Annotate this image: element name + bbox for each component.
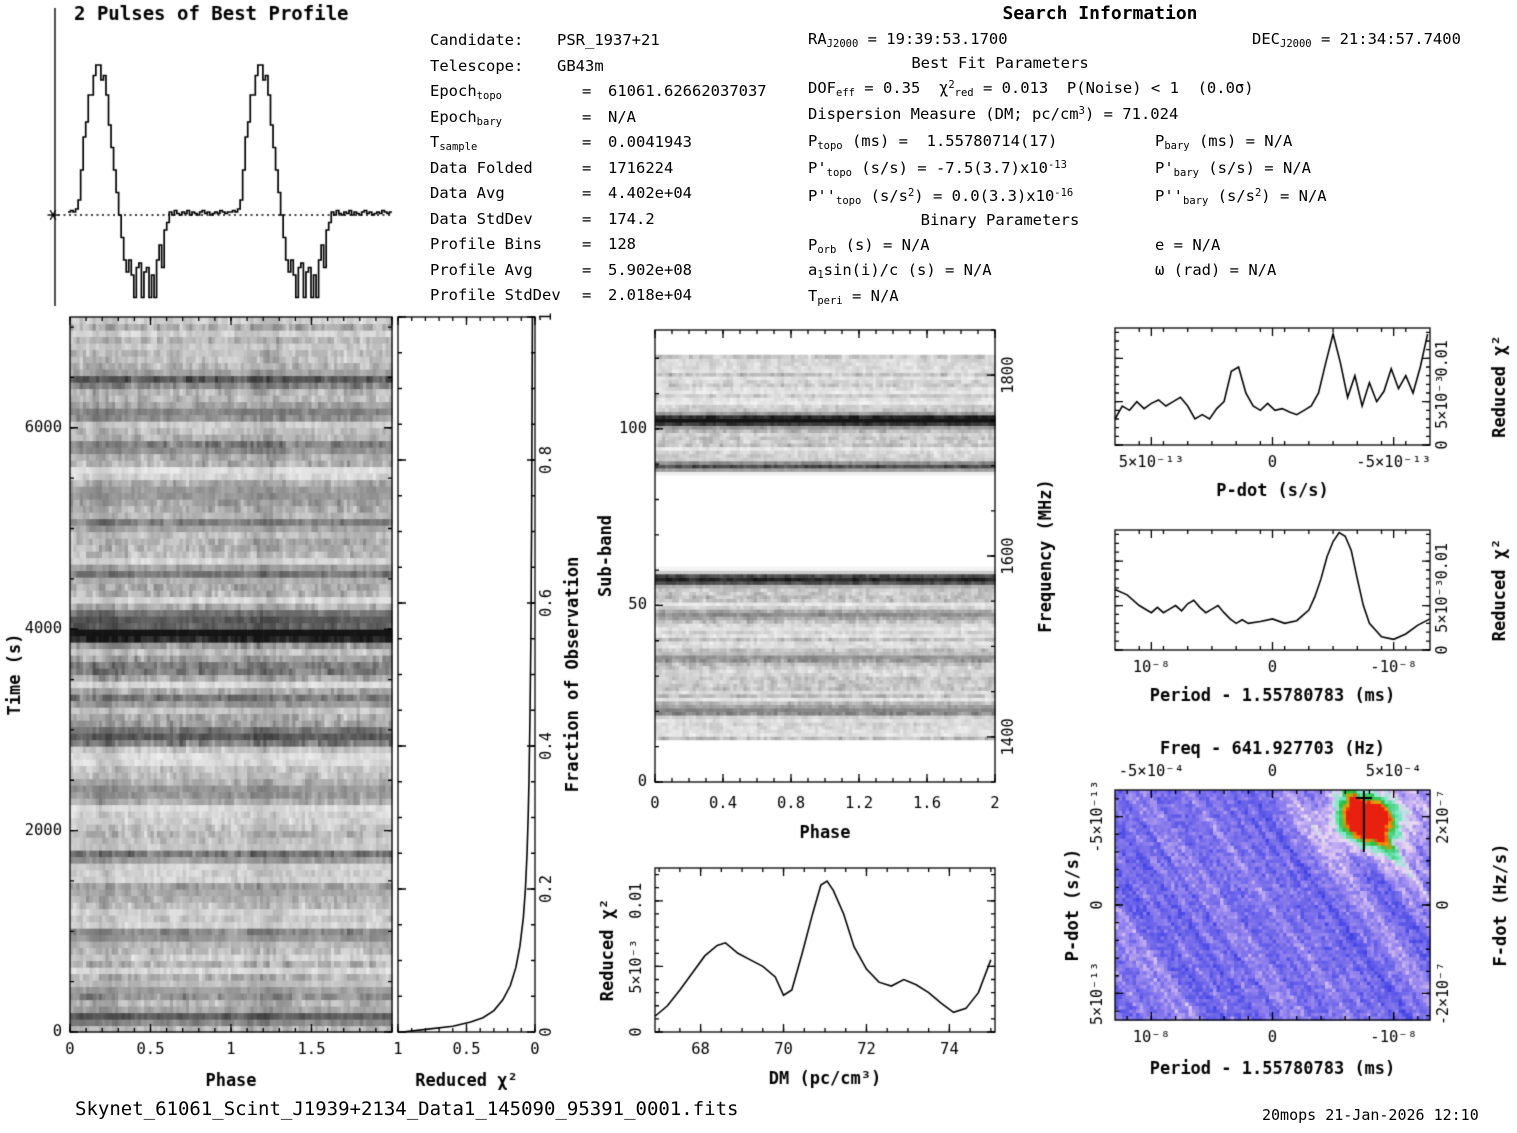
field-value: 1716224 <box>608 158 674 177</box>
dof-line: DOFeff = 0.35 χ2red = 0.013 P(Noise) < 1… <box>808 79 1254 99</box>
field-label: Profile Avg <box>430 260 533 279</box>
candidate-row: Epochbary = N/A <box>430 107 636 128</box>
field-label: Profile StdDev <box>430 286 561 304</box>
candidate-row: Profile StdDev = 2.018e+04 <box>430 286 692 304</box>
p-bary: Pbary (ms) = N/A <box>1155 132 1293 152</box>
field-value: N/A <box>608 107 636 126</box>
dec-value: DECJ2000 = 21:34:57.7400 <box>1252 30 1461 50</box>
subband-phase-chart <box>585 315 1065 855</box>
field-value: 61061.62662037037 <box>608 82 767 100</box>
field-value: 5.902e+08 <box>608 260 692 279</box>
candidate-row: Tsample = 0.0041943 <box>430 133 692 153</box>
asini: a1sin(i)/c (s) = N/A <box>808 261 992 281</box>
field-label: Tsample <box>430 133 478 153</box>
timestamp: 20mops 21-Jan-2026 12:10 <box>1262 1106 1479 1124</box>
time-phase-chi2-chart <box>0 313 590 1113</box>
field-label: Data Folded <box>430 158 533 177</box>
filename: Skynet_61061_Scint_J1939+2134_Data1_1450… <box>75 1098 739 1120</box>
pulse-profile-chart <box>20 0 440 312</box>
field-value: 0.0041943 <box>608 133 692 151</box>
eccentricity: e = N/A <box>1155 236 1221 254</box>
ra-value: RAJ2000 = 19:39:53.1700 <box>808 30 1008 50</box>
t-peri: Tperi = N/A <box>808 287 899 307</box>
field-label: Epochbary <box>430 107 502 128</box>
candidate-row: Data StdDev = 174.2 <box>430 209 655 228</box>
candidate-row: Telescope: GB43m <box>430 57 767 83</box>
candidate-row: Profile Avg = 5.902e+08 <box>430 260 692 279</box>
p-orb: Porb (s) = N/A <box>808 236 930 256</box>
dm-line: Dispersion Measure (DM; pc/cm3) = 71.024 <box>808 105 1179 123</box>
dm-chi2-chart <box>585 852 1065 1102</box>
search-info: Search Information RAJ2000 = 19:39:53.17… <box>0 0 1517 320</box>
field-value: PSR_1937+21 <box>557 31 660 49</box>
pddot-topo: P''topo (s/s2) = 0.0(3.3)x10-16 <box>808 187 1074 207</box>
candidate-row: Epochtopo = 61061.62662037037 <box>430 82 767 102</box>
pdot-chi2-chart <box>1060 316 1517 512</box>
field-label: Data StdDev <box>430 209 533 228</box>
field-label: Telescope: <box>430 56 524 75</box>
field-value: 128 <box>608 235 636 253</box>
field-label: Profile Bins <box>430 235 542 253</box>
candidate-row: Data Avg = 4.402e+04 <box>430 184 692 202</box>
omega: ω (rad) = N/A <box>1155 261 1277 279</box>
binary-header: Binary Parameters <box>920 211 1080 229</box>
pdot-period-heatmap <box>1060 710 1517 1133</box>
candidate-info: Candidate: PSR_1937+21 Telescope: GB43m Ep… <box>430 31 767 312</box>
field-label: Epochtopo <box>430 82 502 102</box>
search-title: Search Information <box>1002 3 1198 24</box>
field-label: Candidate: <box>430 31 524 49</box>
field-value: 4.402e+04 <box>608 184 692 202</box>
pdot-topo: P'topo (s/s) = -7.5(3.7)x10-13 <box>808 159 1067 179</box>
field-value: 2.018e+04 <box>608 286 692 304</box>
pdot-bary: P'bary (s/s) = N/A <box>1155 159 1311 179</box>
candidate-row: Data Folded = 1716224 <box>430 158 674 177</box>
candidate-row: Profile Bins = 128 <box>430 235 636 253</box>
pddot-bary: P''bary (s/s2) = N/A <box>1155 187 1327 207</box>
candidate-row: Candidate: PSR_1937+21 <box>430 31 767 57</box>
field-label: Data Avg <box>430 184 505 202</box>
period-chi2-chart <box>1060 512 1517 718</box>
best-fit-header: Best Fit Parameters <box>911 54 1089 72</box>
field-value: GB43m <box>557 56 604 75</box>
p-topo: Ptopo (ms) = 1.55780714(17) <box>808 132 1058 152</box>
field-value: 174.2 <box>608 209 655 228</box>
